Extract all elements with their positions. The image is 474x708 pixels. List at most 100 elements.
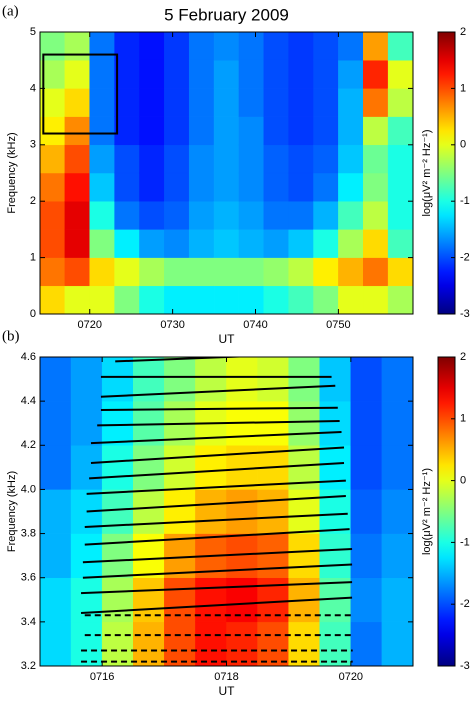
heatmap-cell: [350, 357, 383, 402]
heatmap-cell: [338, 32, 364, 61]
heatmap-cell: [188, 32, 215, 61]
heatmap-cell: [40, 577, 72, 623]
heatmap-cell: [114, 285, 140, 314]
heatmap-cell: [263, 116, 289, 146]
x-axis-label: UT: [219, 332, 236, 346]
plot-area: [40, 357, 413, 666]
heatmap-cell: [195, 357, 227, 402]
heatmap-cell: [213, 59, 240, 89]
heatmap-cell: [381, 489, 413, 534]
heatmap-cell: [319, 621, 352, 666]
x-tick-label: 0750: [326, 319, 350, 331]
heatmap-cell: [40, 229, 66, 258]
heatmap-cell: [288, 59, 314, 89]
heatmap-cell: [101, 489, 134, 534]
heatmap-cell: [64, 88, 90, 117]
heatmap-cell: [387, 144, 413, 174]
heatmap-cell: [89, 59, 115, 89]
heatmap-cell: [238, 88, 265, 117]
heatmap-cell: [101, 533, 134, 578]
x-tick-label: 0716: [90, 671, 114, 683]
heatmap-cell: [288, 144, 314, 174]
colorbar-tick-label: 2: [460, 351, 466, 363]
heatmap-cell: [338, 200, 364, 230]
heatmap-cell: [188, 200, 215, 230]
colorbar-tick-label: 2: [460, 26, 466, 38]
heatmap-cell: [257, 489, 289, 534]
heatmap-cell: [350, 445, 383, 490]
heatmap-cell: [238, 285, 265, 314]
y-tick-label: 1: [30, 252, 36, 264]
heatmap-cell: [387, 257, 413, 287]
heatmap-cell: [387, 59, 413, 89]
heatmap-cell: [288, 32, 314, 61]
heatmap-cell: [288, 489, 320, 534]
fit-line: [90, 446, 345, 464]
colorbar-tick-label: -2: [460, 252, 470, 264]
heatmap-cell: [40, 621, 72, 666]
y-tick-label: 4.6: [21, 351, 36, 363]
heatmap-cell: [363, 172, 389, 202]
heatmap-cell: [387, 32, 413, 61]
heatmap-cell: [288, 88, 314, 117]
x-tick-label: 0720: [339, 671, 363, 683]
fit-line: [80, 596, 353, 615]
heatmap-cell: [164, 285, 190, 314]
colorbar-tick-label: 1: [460, 82, 466, 94]
heatmap-cell: [195, 445, 227, 490]
heatmap-cell: [188, 59, 215, 89]
heatmap-cell: [226, 445, 258, 490]
heatmap-cell: [350, 489, 383, 534]
heatmap-cell: [89, 172, 115, 202]
heatmap-cell: [64, 285, 90, 314]
heatmap-cell: [313, 88, 339, 117]
colorbar: [437, 31, 456, 315]
heatmap-cell: [363, 116, 389, 146]
fit-line: [84, 528, 350, 546]
heatmap-cell: [213, 144, 240, 174]
y-tick-label: 3.4: [21, 616, 36, 628]
heatmap-cell: [350, 533, 383, 578]
heatmap-cell: [114, 257, 140, 287]
y-tick-label: 5: [30, 26, 36, 38]
heatmap-cell: [319, 533, 352, 578]
heatmap-cell: [164, 229, 190, 258]
colorbar-tick-label: -1: [460, 536, 470, 548]
heatmap-cell: [288, 116, 314, 146]
heatmap-cell: [363, 59, 389, 89]
fit-line: [89, 461, 345, 480]
colorbar-label: log(μV² m⁻² Hz⁻¹): [421, 129, 433, 216]
heatmap-cell: [188, 285, 215, 314]
heatmap-cell: [40, 285, 66, 314]
heatmap-cell: [64, 200, 90, 230]
panel-label: (b): [2, 328, 20, 344]
heatmap-cell: [188, 229, 215, 258]
plot-frame: [39, 31, 414, 315]
heatmap-cell: [288, 533, 320, 578]
heatmap-cell: [139, 116, 165, 146]
heatmap-cell: [64, 257, 90, 287]
heatmap-cell: [238, 32, 265, 61]
heatmap-cell: [70, 357, 103, 402]
heatmap-cell: [64, 144, 90, 174]
heatmap-cell: [101, 400, 134, 446]
heatmap-cell: [213, 88, 240, 117]
heatmap-cell: [338, 172, 364, 202]
heatmap-cell: [213, 229, 240, 258]
heatmap-cell: [313, 229, 339, 258]
x-tick-label: 0718: [214, 671, 238, 683]
heatmap-cell: [139, 257, 165, 287]
heatmap-cell: [70, 400, 103, 446]
heatmap-cell: [338, 229, 364, 258]
heatmap-cell: [363, 257, 389, 287]
heatmap-cell: [338, 257, 364, 287]
heatmap-cell: [313, 116, 339, 146]
heatmap-cell: [40, 533, 72, 578]
heatmap-cell: [387, 172, 413, 202]
heatmap-cell: [363, 229, 389, 258]
heatmap-cell: [319, 445, 352, 490]
heatmap-cell: [114, 200, 140, 230]
heatmap-cell: [188, 116, 215, 146]
heatmap-cell: [387, 116, 413, 146]
heatmap-cell: [350, 577, 383, 623]
